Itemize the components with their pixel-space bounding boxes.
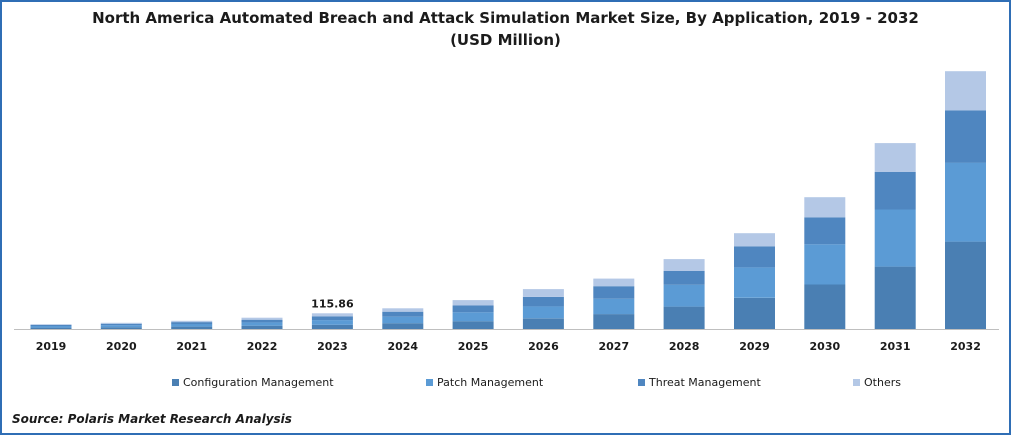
legend-item-patch-management: Patch Management <box>426 374 543 390</box>
bar-segment-configuration-management-2019 <box>30 327 72 329</box>
bar-segment-patch-management-2030 <box>804 244 846 285</box>
x-tick-label: 2024 <box>387 340 418 353</box>
bar-segment-patch-management-2028 <box>663 284 705 307</box>
bar-segment-configuration-management-2032 <box>945 241 986 329</box>
source-note: Source: Polaris Market Research Analysis <box>12 412 292 426</box>
bar-segment-others-2022 <box>241 317 283 320</box>
bar-segment-others-2024 <box>382 308 424 312</box>
x-tick-label: 2027 <box>598 340 629 353</box>
x-tick-label: 2028 <box>669 340 700 353</box>
data-label: 115.86 <box>311 297 354 310</box>
bar-segment-patch-management-2019 <box>30 326 72 328</box>
bar-segment-patch-management-2027 <box>593 298 635 315</box>
bar-segment-patch-management-2032 <box>945 162 986 242</box>
bar-segment-threat-management-2019 <box>30 324 72 326</box>
x-tick-label: 2026 <box>528 340 559 353</box>
bar-segment-others-2031 <box>874 143 916 172</box>
bar-segment-threat-management-2020 <box>100 323 142 326</box>
x-tick-label: 2031 <box>880 340 911 353</box>
legend-label: Configuration Management <box>183 375 334 389</box>
legend-item-others: Others <box>853 374 901 390</box>
bar-segment-configuration-management-2020 <box>100 327 142 329</box>
bar-segment-patch-management-2023 <box>311 320 353 325</box>
bar-segment-threat-management-2025 <box>452 305 494 313</box>
x-tick-label: 2025 <box>458 340 489 353</box>
bar-segment-patch-management-2024 <box>382 316 424 324</box>
bar-segment-configuration-management-2023 <box>311 324 353 329</box>
x-tick-label: 2021 <box>176 340 207 353</box>
bar-segment-patch-management-2026 <box>522 306 564 319</box>
bar-segment-threat-management-2022 <box>241 319 283 323</box>
x-tick-label: 2020 <box>106 340 137 353</box>
bar-segment-threat-management-2024 <box>382 311 424 317</box>
bar-segment-patch-management-2025 <box>452 312 494 322</box>
bar-segment-others-2020 <box>100 322 142 324</box>
bar-segment-threat-management-2028 <box>663 270 705 285</box>
bar-segment-threat-management-2032 <box>945 110 986 163</box>
x-tick-label: 2023 <box>317 340 348 353</box>
chart-legend: Configuration Management Patch Management… <box>2 374 1009 390</box>
bar-segment-threat-management-2031 <box>874 172 916 210</box>
legend-item-threat-management: Threat Management <box>638 374 761 390</box>
bar-segment-others-2027 <box>593 278 635 287</box>
legend-label: Threat Management <box>649 375 761 389</box>
bar-segment-others-2032 <box>945 71 986 111</box>
bar-segment-configuration-management-2022 <box>241 325 283 329</box>
legend-swatch <box>638 378 645 386</box>
bar-segment-configuration-management-2029 <box>734 297 775 329</box>
chart-subtitle: (USD Million) <box>450 31 561 49</box>
bar-segment-others-2029 <box>734 233 775 247</box>
bar-segment-threat-management-2029 <box>734 246 775 268</box>
bar-segment-configuration-management-2026 <box>522 318 564 329</box>
bar-segment-threat-management-2021 <box>171 322 213 325</box>
bar-segment-threat-management-2030 <box>804 217 846 245</box>
bar-segment-patch-management-2021 <box>171 324 213 327</box>
x-tick-label: 2029 <box>739 340 770 353</box>
bar-segment-configuration-management-2027 <box>593 314 635 329</box>
bar-segment-configuration-management-2025 <box>452 321 494 329</box>
legend-swatch <box>426 378 433 386</box>
legend-label: Patch Management <box>437 375 544 389</box>
bar-segment-configuration-management-2021 <box>171 326 213 329</box>
legend-label: Others <box>864 375 901 389</box>
bar-segment-threat-management-2023 <box>311 316 353 321</box>
bar-segment-others-2030 <box>804 197 846 218</box>
bar-segment-others-2023 <box>311 313 353 317</box>
x-tick-label: 2030 <box>810 340 841 353</box>
x-tick-label: 2032 <box>950 340 981 353</box>
bar-segment-others-2026 <box>522 289 564 297</box>
bar-segment-patch-management-2031 <box>874 209 916 267</box>
x-tick-label: 2022 <box>247 340 278 353</box>
bar-segment-patch-management-2020 <box>100 325 142 328</box>
legend-item-configuration-management: Configuration Management <box>172 374 334 390</box>
bar-segment-threat-management-2026 <box>522 296 564 307</box>
bar-segment-configuration-management-2030 <box>804 284 846 329</box>
bar-segment-configuration-management-2031 <box>874 266 916 329</box>
bar-segment-configuration-management-2024 <box>382 323 424 329</box>
legend-swatch <box>853 378 860 386</box>
bar-segment-configuration-management-2028 <box>663 306 705 329</box>
bar-segment-others-2028 <box>663 259 705 271</box>
legend-swatch <box>172 378 179 386</box>
bar-segment-others-2025 <box>452 300 494 306</box>
bar-segment-others-2021 <box>171 320 213 323</box>
stacked-bar-chart: 2019 2020 2021 2022 2023 115.86 2024 2025 2026 20… <box>14 71 999 353</box>
x-tick-label: 2019 <box>36 340 67 353</box>
bar-segment-threat-management-2027 <box>593 286 635 299</box>
bar-segment-patch-management-2029 <box>734 267 775 298</box>
bar-segment-others-2019 <box>30 324 72 325</box>
chart-title: North America Automated Breach and Attac… <box>92 9 919 27</box>
bar-segment-patch-management-2022 <box>241 322 283 326</box>
